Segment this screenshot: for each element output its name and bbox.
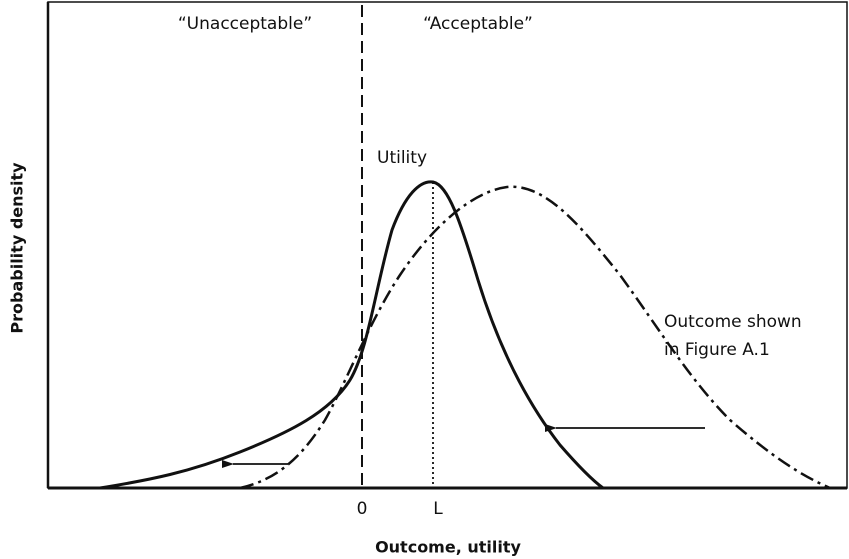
y-axis-title: Probability density [8,162,27,334]
outcome-curve [239,185,831,490]
x-mark-label: L [433,499,443,519]
region-label: “Unacceptable” [178,14,312,34]
region-label: “Acceptable” [423,14,533,34]
x-mark-label: 0 [357,499,368,519]
plot-frame [47,1,848,489]
curve-label: in Figure A.1 [664,340,770,360]
utility-curve [99,180,604,490]
curve-label: Outcome shown [664,312,802,332]
x-axis-title: Outcome, utility [375,538,521,557]
curve-label: Utility [377,148,427,168]
